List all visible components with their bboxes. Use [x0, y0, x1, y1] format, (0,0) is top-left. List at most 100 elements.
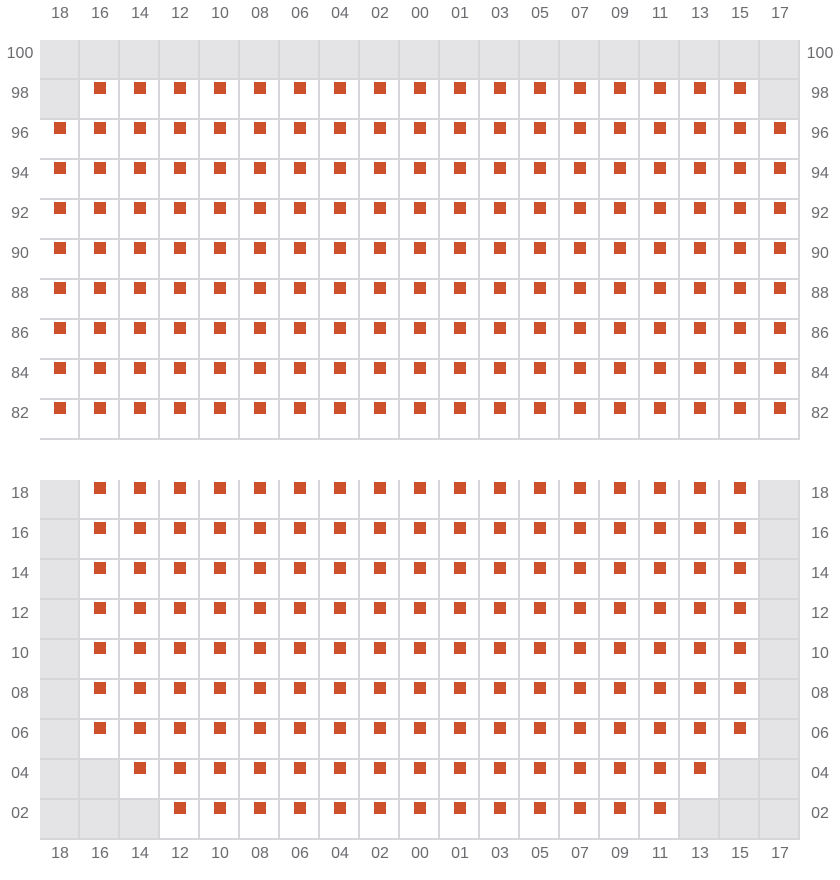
- seat-06-14[interactable]: [134, 722, 146, 734]
- seat-82-10[interactable]: [214, 402, 226, 414]
- seat-98-00[interactable]: [414, 82, 426, 94]
- seat-84-12[interactable]: [174, 362, 186, 374]
- seat-96-15[interactable]: [734, 122, 746, 134]
- seat-04-07[interactable]: [574, 762, 586, 774]
- seat-14-01[interactable]: [454, 562, 466, 574]
- seat-98-11[interactable]: [654, 82, 666, 94]
- seat-92-14[interactable]: [134, 202, 146, 214]
- seat-96-14[interactable]: [134, 122, 146, 134]
- seat-02-07[interactable]: [574, 802, 586, 814]
- seat-16-09[interactable]: [614, 522, 626, 534]
- seat-90-09[interactable]: [614, 242, 626, 254]
- seat-10-15[interactable]: [734, 642, 746, 654]
- seat-18-06[interactable]: [294, 482, 306, 494]
- seat-08-14[interactable]: [134, 682, 146, 694]
- seat-90-08[interactable]: [254, 242, 266, 254]
- seat-86-08[interactable]: [254, 322, 266, 334]
- seat-04-00[interactable]: [414, 762, 426, 774]
- seat-08-10[interactable]: [214, 682, 226, 694]
- seat-88-05[interactable]: [534, 282, 546, 294]
- seat-16-08[interactable]: [254, 522, 266, 534]
- seat-08-06[interactable]: [294, 682, 306, 694]
- seat-88-06[interactable]: [294, 282, 306, 294]
- seat-14-07[interactable]: [574, 562, 586, 574]
- seat-08-05[interactable]: [534, 682, 546, 694]
- seat-82-16[interactable]: [94, 402, 106, 414]
- seat-14-02[interactable]: [374, 562, 386, 574]
- seat-92-18[interactable]: [54, 202, 66, 214]
- seat-94-03[interactable]: [494, 162, 506, 174]
- seat-88-17[interactable]: [774, 282, 786, 294]
- seat-96-13[interactable]: [694, 122, 706, 134]
- seat-06-05[interactable]: [534, 722, 546, 734]
- seat-88-15[interactable]: [734, 282, 746, 294]
- seat-86-13[interactable]: [694, 322, 706, 334]
- seat-04-04[interactable]: [334, 762, 346, 774]
- seat-90-05[interactable]: [534, 242, 546, 254]
- seat-16-15[interactable]: [734, 522, 746, 534]
- seat-14-12[interactable]: [174, 562, 186, 574]
- seat-10-08[interactable]: [254, 642, 266, 654]
- seat-84-08[interactable]: [254, 362, 266, 374]
- seat-82-13[interactable]: [694, 402, 706, 414]
- seat-10-04[interactable]: [334, 642, 346, 654]
- seat-88-03[interactable]: [494, 282, 506, 294]
- seat-04-06[interactable]: [294, 762, 306, 774]
- seat-14-06[interactable]: [294, 562, 306, 574]
- seat-92-11[interactable]: [654, 202, 666, 214]
- seat-18-03[interactable]: [494, 482, 506, 494]
- seat-88-18[interactable]: [54, 282, 66, 294]
- seat-84-11[interactable]: [654, 362, 666, 374]
- seat-90-15[interactable]: [734, 242, 746, 254]
- seat-98-10[interactable]: [214, 82, 226, 94]
- seat-90-14[interactable]: [134, 242, 146, 254]
- seat-86-05[interactable]: [534, 322, 546, 334]
- seat-14-08[interactable]: [254, 562, 266, 574]
- seat-88-01[interactable]: [454, 282, 466, 294]
- seat-18-08[interactable]: [254, 482, 266, 494]
- seat-14-16[interactable]: [94, 562, 106, 574]
- seat-04-09[interactable]: [614, 762, 626, 774]
- seat-96-10[interactable]: [214, 122, 226, 134]
- seat-84-14[interactable]: [134, 362, 146, 374]
- seat-98-03[interactable]: [494, 82, 506, 94]
- seat-06-00[interactable]: [414, 722, 426, 734]
- seat-92-07[interactable]: [574, 202, 586, 214]
- seat-12-14[interactable]: [134, 602, 146, 614]
- seat-86-18[interactable]: [54, 322, 66, 334]
- seat-96-03[interactable]: [494, 122, 506, 134]
- seat-12-00[interactable]: [414, 602, 426, 614]
- seat-92-05[interactable]: [534, 202, 546, 214]
- seat-06-08[interactable]: [254, 722, 266, 734]
- seat-92-03[interactable]: [494, 202, 506, 214]
- seat-04-02[interactable]: [374, 762, 386, 774]
- seat-96-06[interactable]: [294, 122, 306, 134]
- seat-08-16[interactable]: [94, 682, 106, 694]
- seat-90-16[interactable]: [94, 242, 106, 254]
- seat-14-13[interactable]: [694, 562, 706, 574]
- seat-08-08[interactable]: [254, 682, 266, 694]
- seat-96-05[interactable]: [534, 122, 546, 134]
- seat-82-05[interactable]: [534, 402, 546, 414]
- seat-82-08[interactable]: [254, 402, 266, 414]
- seat-96-00[interactable]: [414, 122, 426, 134]
- seat-10-02[interactable]: [374, 642, 386, 654]
- seat-12-08[interactable]: [254, 602, 266, 614]
- seat-02-03[interactable]: [494, 802, 506, 814]
- seat-16-02[interactable]: [374, 522, 386, 534]
- seat-92-06[interactable]: [294, 202, 306, 214]
- seat-82-04[interactable]: [334, 402, 346, 414]
- seat-98-15[interactable]: [734, 82, 746, 94]
- seat-12-15[interactable]: [734, 602, 746, 614]
- seat-16-03[interactable]: [494, 522, 506, 534]
- seat-96-02[interactable]: [374, 122, 386, 134]
- seat-14-04[interactable]: [334, 562, 346, 574]
- seat-86-14[interactable]: [134, 322, 146, 334]
- seat-02-05[interactable]: [534, 802, 546, 814]
- seat-84-04[interactable]: [334, 362, 346, 374]
- seat-86-12[interactable]: [174, 322, 186, 334]
- seat-86-00[interactable]: [414, 322, 426, 334]
- seat-84-16[interactable]: [94, 362, 106, 374]
- seat-94-14[interactable]: [134, 162, 146, 174]
- seat-16-07[interactable]: [574, 522, 586, 534]
